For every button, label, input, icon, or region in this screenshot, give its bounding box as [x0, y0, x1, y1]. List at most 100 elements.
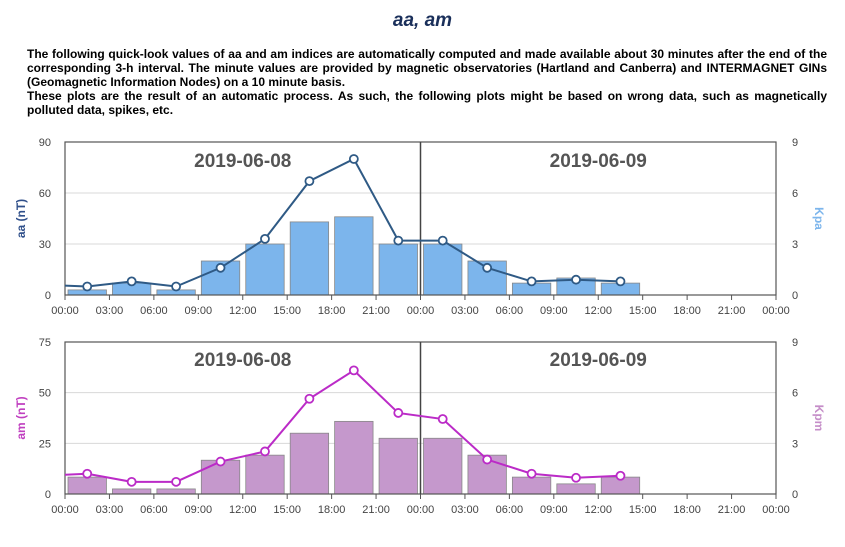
y-left-tick-label: 0 [45, 489, 51, 501]
page-title: aa, am [392, 10, 453, 31]
x-tick-label: 12:00 [229, 504, 257, 516]
x-tick-label: 09:00 [185, 305, 213, 317]
day-label: 2019-06-08 [194, 350, 291, 371]
bar [423, 437, 463, 495]
series-point [437, 414, 448, 424]
x-tick-label: 15:00 [629, 305, 657, 317]
bar [423, 243, 463, 296]
y-left-tick-label: 90 [39, 137, 51, 149]
x-tick-label: 03:00 [451, 305, 479, 317]
series-point [260, 233, 270, 244]
x-tick-label: 00:00 [407, 305, 435, 317]
x-tick-label: 06:00 [496, 504, 524, 516]
series-point [348, 365, 359, 376]
series-point [615, 470, 626, 481]
series-line [65, 157, 621, 288]
series-point [571, 472, 581, 483]
bar [334, 216, 374, 296]
x-tick-label: 00:00 [51, 305, 79, 317]
series-point [126, 476, 137, 487]
y-left-tick-label: 75 [39, 337, 51, 349]
bar [378, 243, 418, 296]
y-left-tick-label: 30 [39, 239, 51, 251]
bar [378, 437, 418, 495]
series-point [304, 393, 315, 404]
day-label: 2019-06-09 [550, 151, 647, 172]
y-right-tick-label: 6 [792, 188, 798, 200]
series-point [393, 235, 404, 246]
bar [334, 420, 374, 495]
y-right-tick-label: 3 [792, 438, 798, 450]
x-tick-label: 12:00 [584, 504, 612, 516]
series-point [482, 454, 493, 465]
series-point [82, 281, 93, 292]
x-tick-label: 06:00 [140, 504, 168, 516]
x-tick-label: 15:00 [629, 504, 657, 516]
x-tick-label: 18:00 [673, 305, 701, 317]
x-tick-label: 00:00 [762, 305, 790, 317]
intro-text: The following quick-look values of aa an… [27, 47, 827, 117]
series-point [615, 276, 626, 287]
series-point [126, 276, 137, 287]
y-left-axis-title: am (nT) [14, 396, 28, 439]
bar [511, 476, 552, 495]
y-right-tick-label: 9 [792, 337, 798, 349]
x-tick-label: 12:00 [584, 305, 612, 317]
series-point [171, 281, 181, 292]
x-tick-label: 09:00 [185, 504, 213, 516]
series-point [437, 235, 448, 246]
x-tick-label: 18:00 [318, 504, 346, 516]
x-tick-label: 06:00 [140, 305, 168, 317]
x-tick-label: 09:00 [540, 504, 568, 516]
x-tick-label: 00:00 [51, 504, 79, 516]
bar [245, 454, 285, 495]
y-left-axis-title: aa (nT) [14, 199, 28, 238]
y-left-tick-label: 0 [45, 290, 51, 302]
x-tick-label: 15:00 [273, 504, 301, 516]
x-tick-label: 15:00 [273, 305, 301, 317]
x-tick-label: 03:00 [96, 305, 124, 317]
x-tick-label: 21:00 [718, 305, 746, 317]
x-tick-label: 00:00 [407, 504, 435, 516]
y-right-tick-label: 3 [792, 239, 798, 251]
series-point [171, 476, 181, 487]
x-tick-label: 06:00 [496, 305, 524, 317]
series-line [65, 369, 621, 483]
y-right-tick-label: 6 [792, 388, 798, 400]
series-point [482, 262, 493, 273]
bar [289, 221, 330, 296]
bar [556, 483, 596, 495]
x-tick-label: 09:00 [540, 305, 568, 317]
series-point [215, 262, 226, 273]
series-point [526, 276, 537, 287]
series-point [393, 408, 404, 418]
x-tick-label: 21:00 [362, 504, 390, 516]
series-point [215, 456, 226, 467]
x-tick-label: 18:00 [318, 305, 346, 317]
series-point [571, 274, 581, 285]
bar [67, 476, 107, 495]
series-point [304, 176, 315, 187]
series-point [348, 154, 359, 164]
intro-paragraph-1: The following quick-look values of aa an… [27, 47, 827, 89]
x-tick-label: 00:00 [762, 504, 790, 516]
y-right-axis-title: Kpa [812, 207, 826, 230]
x-tick-label: 21:00 [718, 504, 746, 516]
x-tick-label: 18:00 [673, 504, 701, 516]
bar [112, 488, 152, 495]
bar [156, 488, 196, 495]
y-right-axis-title: Kpm [812, 405, 826, 432]
series-point [260, 446, 270, 457]
bar [289, 432, 330, 495]
intro-paragraph-2: These plots are the result of an automat… [27, 89, 827, 117]
x-tick-label: 03:00 [451, 504, 479, 516]
day-label: 2019-06-09 [550, 350, 647, 371]
series-point [82, 468, 93, 479]
y-right-tick-label: 0 [792, 290, 798, 302]
y-right-tick-label: 9 [792, 137, 798, 149]
y-right-tick-label: 0 [792, 489, 798, 501]
series-point [526, 468, 537, 479]
y-left-tick-label: 25 [39, 438, 51, 450]
x-tick-label: 03:00 [96, 504, 124, 516]
